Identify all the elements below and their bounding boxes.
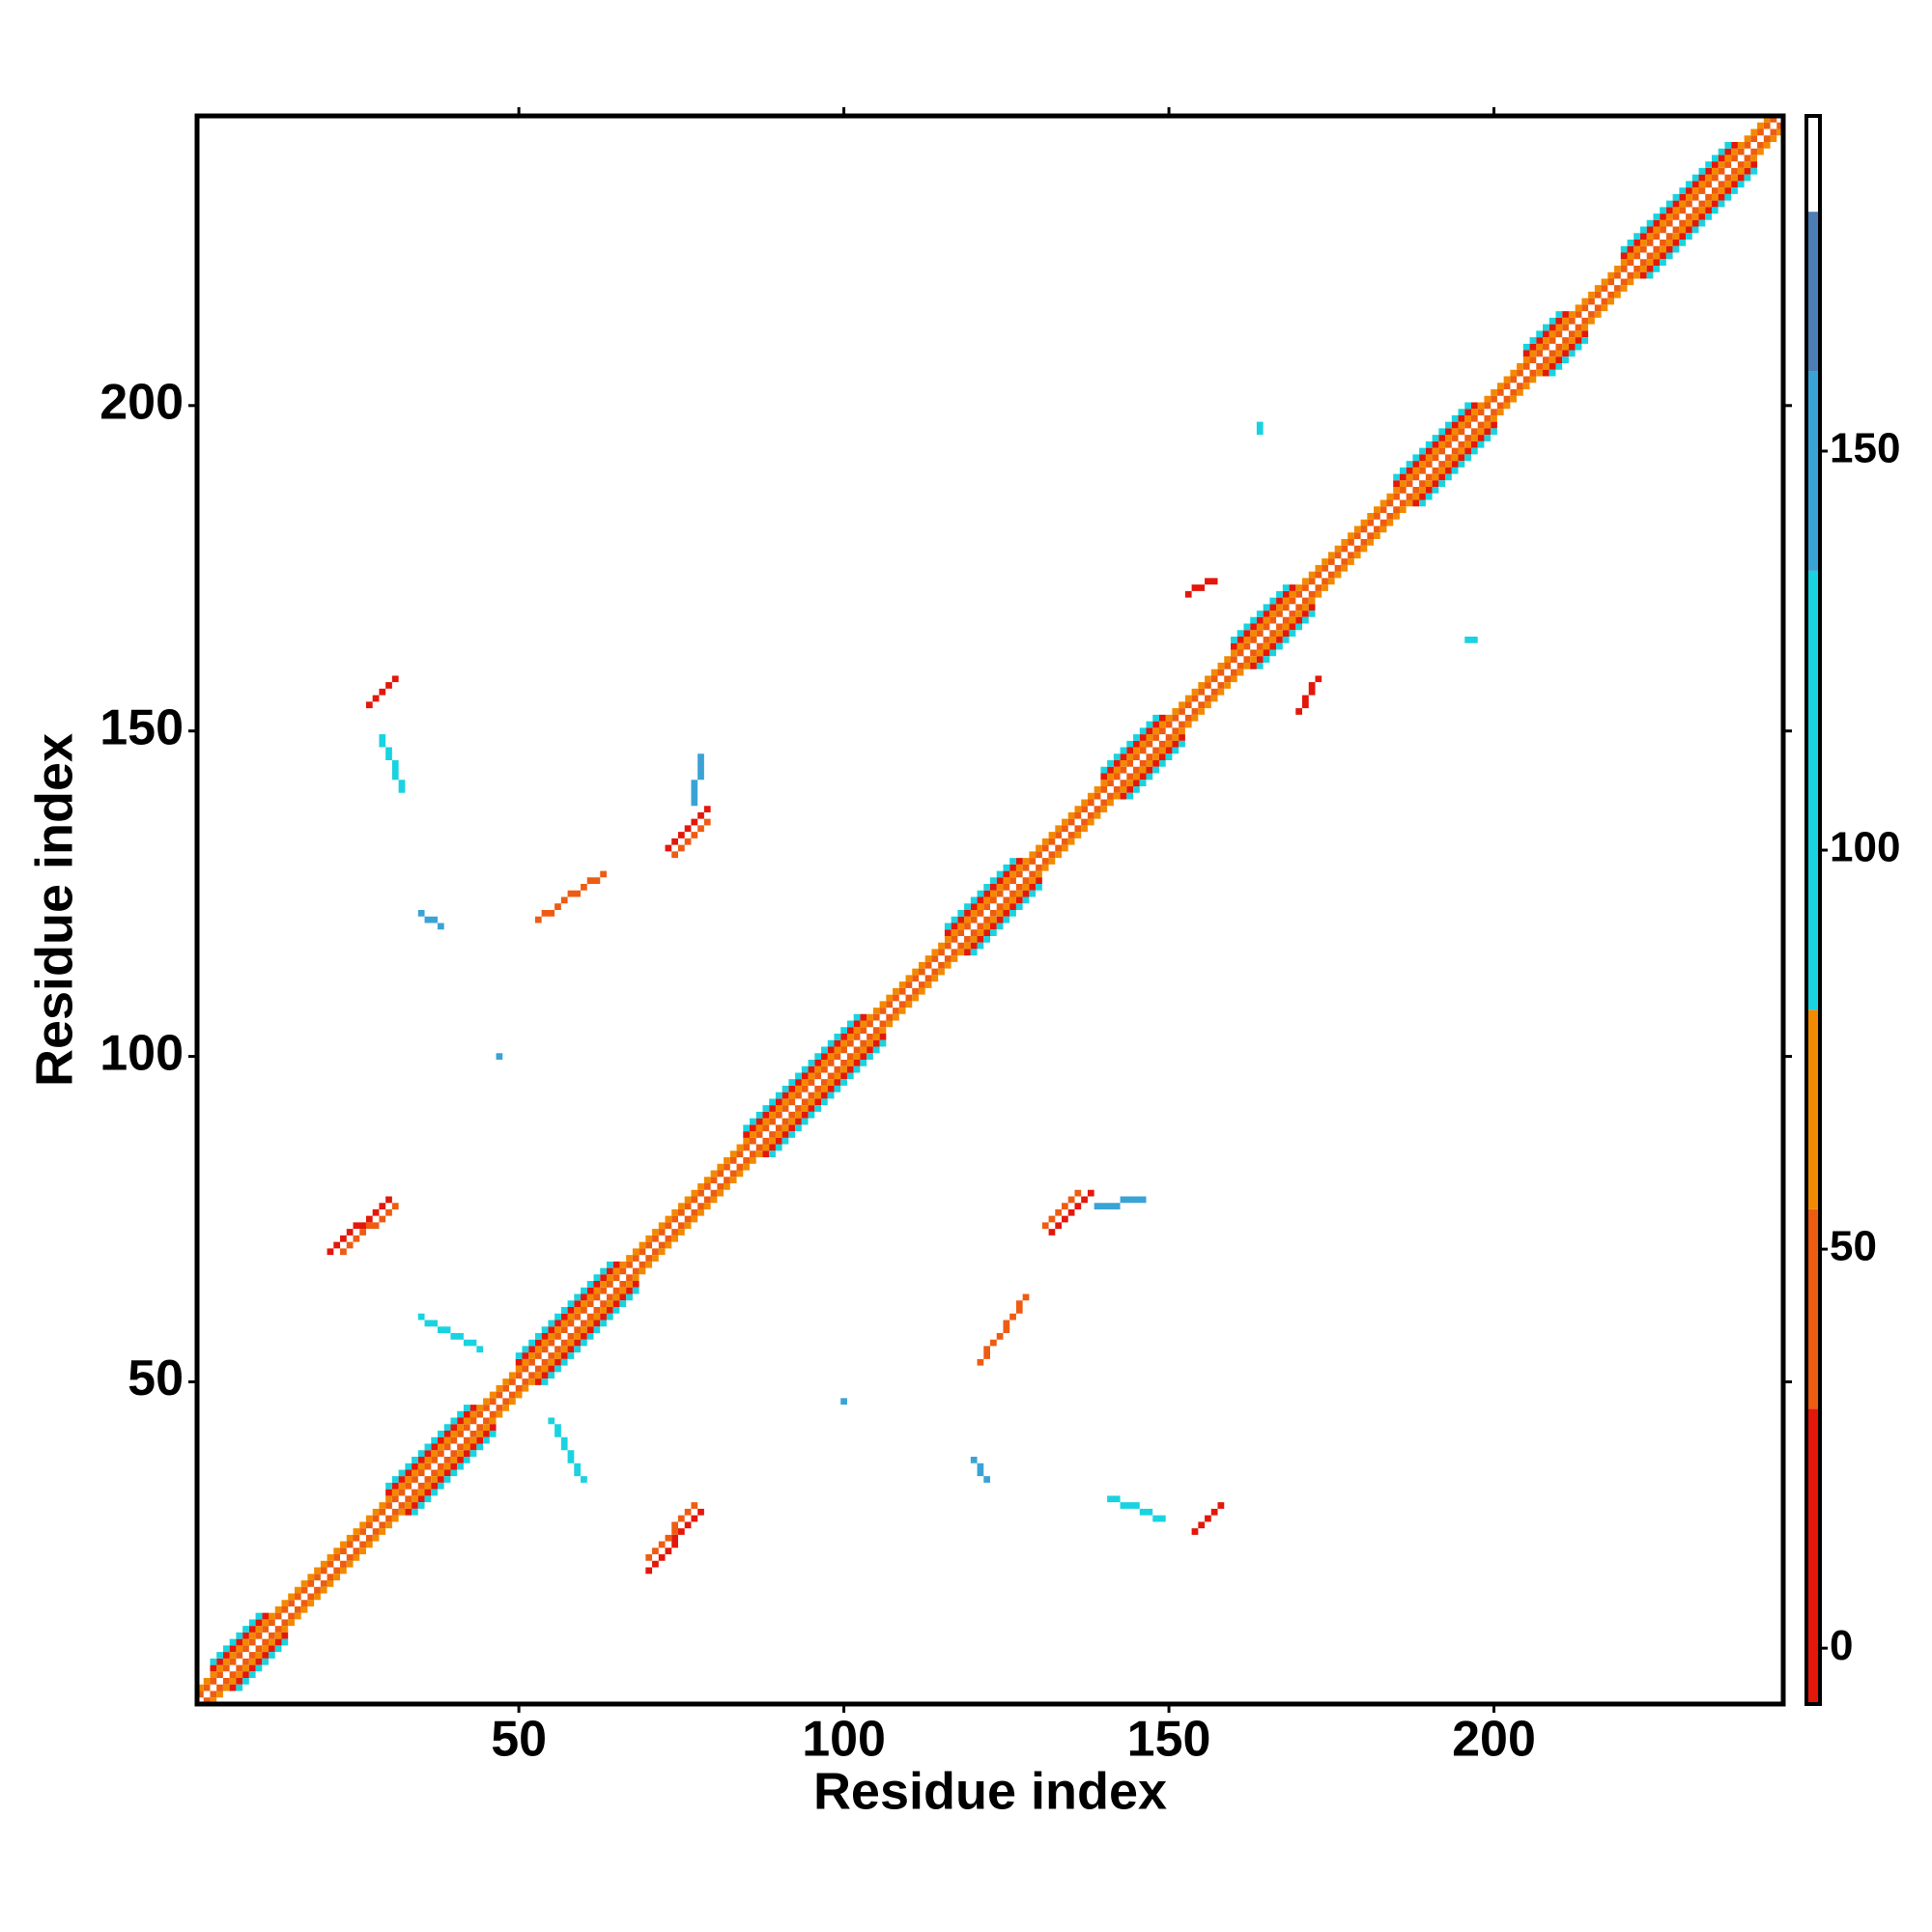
x-tick-label: 150 bbox=[1127, 1712, 1211, 1768]
colorbar-tick-label: 50 bbox=[1830, 1223, 1877, 1270]
contact-cells bbox=[1094, 1196, 1147, 1209]
colorbar-tick-label: 100 bbox=[1830, 824, 1900, 871]
contact-cells bbox=[229, 1632, 289, 1691]
contact-cells bbox=[417, 910, 444, 930]
contact-cells bbox=[1256, 421, 1264, 436]
colorbar-band bbox=[1806, 570, 1820, 1010]
contact-cells bbox=[1191, 1502, 1225, 1535]
x-tick-label: 100 bbox=[802, 1712, 886, 1768]
colorbar-frame bbox=[1804, 114, 1822, 1706]
colorbar-band bbox=[1806, 116, 1820, 213]
y-tick-label: 100 bbox=[99, 1025, 184, 1081]
contact-cells bbox=[236, 1638, 289, 1691]
colorbar-tick-label: 150 bbox=[1830, 425, 1900, 472]
contact-cells bbox=[1522, 311, 1569, 357]
contact-cells bbox=[534, 870, 607, 923]
contact-cells bbox=[1126, 740, 1185, 800]
contact-cells bbox=[769, 1039, 887, 1158]
contact-cells bbox=[671, 818, 711, 859]
contact-cells bbox=[691, 753, 704, 807]
colorbar-band bbox=[1806, 1408, 1820, 1704]
contact-cells bbox=[944, 858, 1023, 936]
contact-cells bbox=[203, 122, 1784, 1705]
contact-cells bbox=[548, 1417, 587, 1483]
contact-cells bbox=[1041, 1189, 1082, 1230]
contact-cells bbox=[379, 734, 406, 793]
x-tick-label: 200 bbox=[1452, 1712, 1536, 1768]
contact-cells bbox=[1393, 402, 1471, 481]
contact-cells bbox=[197, 116, 1777, 1698]
colorbar-tick-label: 0 bbox=[1830, 1622, 1853, 1669]
contact-cells bbox=[385, 1405, 470, 1490]
contact-cells bbox=[1548, 337, 1589, 377]
contact-cells bbox=[762, 1034, 887, 1158]
contact-cells bbox=[977, 1293, 1030, 1366]
contact-cells bbox=[1522, 311, 1563, 351]
contact-cells bbox=[1620, 141, 1732, 253]
contact-cells bbox=[1393, 402, 1478, 488]
contact-cells bbox=[645, 1508, 704, 1575]
contact-cells bbox=[944, 858, 1016, 930]
contact-cells bbox=[1048, 1189, 1094, 1236]
contact-cells bbox=[1107, 1495, 1166, 1522]
contact-cells bbox=[515, 1261, 613, 1359]
colorbar-band bbox=[1806, 1009, 1820, 1209]
contact-cells bbox=[645, 1502, 698, 1561]
contact-cells bbox=[197, 116, 1771, 1691]
contact-cells bbox=[1100, 714, 1166, 781]
contact-cells bbox=[417, 1313, 484, 1353]
contact-cells bbox=[1230, 584, 1290, 643]
contact-cells bbox=[541, 1287, 639, 1385]
contact-cells bbox=[1639, 161, 1758, 279]
x-axis-title: Residue index bbox=[813, 1762, 1167, 1820]
y-tick-label: 50 bbox=[128, 1350, 184, 1406]
contact-cells bbox=[515, 1261, 620, 1366]
contact-cells bbox=[665, 806, 711, 852]
contact-cells bbox=[210, 1612, 270, 1672]
contact-cells bbox=[1100, 714, 1159, 774]
contact-cells bbox=[970, 884, 1042, 956]
contact-cells bbox=[1646, 167, 1758, 279]
contact-cells bbox=[210, 1612, 263, 1665]
x-tick-label: 50 bbox=[491, 1712, 547, 1768]
contact-cells bbox=[1543, 330, 1589, 377]
contact-cells bbox=[743, 1013, 861, 1132]
colorbar-band bbox=[1806, 212, 1820, 372]
y-axis-title: Residue index bbox=[25, 733, 83, 1087]
y-tick-label: 150 bbox=[99, 699, 184, 755]
y-tick-label: 200 bbox=[99, 375, 184, 431]
contact-cells bbox=[385, 1405, 477, 1496]
contact-cells bbox=[1184, 578, 1218, 598]
contact-cells bbox=[496, 1053, 503, 1060]
plot-frame bbox=[194, 113, 1786, 1707]
contact-cells bbox=[1295, 675, 1322, 715]
contact-cells bbox=[412, 1431, 497, 1516]
contact-cells bbox=[340, 1203, 399, 1256]
contact-cells bbox=[327, 1196, 392, 1256]
colorbar-band bbox=[1806, 371, 1820, 571]
contact-cells bbox=[1256, 611, 1316, 669]
contact-cells bbox=[365, 675, 399, 709]
contact-cells bbox=[840, 1398, 847, 1406]
contact-cells bbox=[970, 1456, 990, 1483]
contact-cells bbox=[1419, 428, 1497, 507]
colorbar-band bbox=[1806, 1208, 1820, 1409]
contact-cells bbox=[1412, 421, 1497, 507]
contact-cells bbox=[743, 1013, 867, 1138]
contact-cells bbox=[1464, 637, 1478, 643]
